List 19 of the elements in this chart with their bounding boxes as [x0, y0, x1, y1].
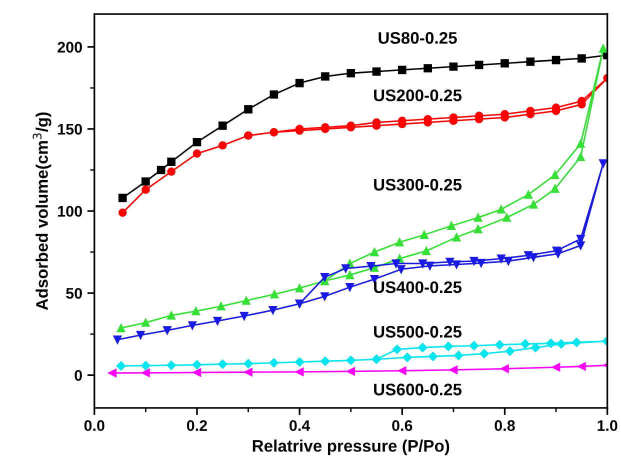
x-tick-label: 0.6 — [392, 420, 412, 431]
x-tick-label: 1.0 — [598, 420, 618, 431]
y-tick-label: 50 — [66, 288, 82, 299]
series-label: US400-0.25 — [374, 281, 462, 294]
y-tick-label: 150 — [58, 124, 82, 135]
series-label: US500-0.25 — [374, 326, 462, 338]
x-tick-label: 0.0 — [84, 420, 104, 431]
y-tick-label: 200 — [58, 42, 82, 53]
x-tick-label: 0.2 — [186, 420, 207, 431]
y-tick-label: 100 — [58, 206, 82, 217]
series-label: US600-0.25 — [374, 384, 462, 396]
series-label: US80-0.25 — [378, 32, 457, 44]
y-tick-label: 0 — [74, 370, 82, 381]
x-tick-label: 0.8 — [494, 420, 515, 431]
series-label: US200-0.25 — [374, 89, 462, 102]
y-axis-title: Adsorbed volume(cm$^{3}$/g) — [32, 112, 52, 310]
x-tick-label: 0.4 — [290, 420, 310, 431]
series-label: US300-0.25 — [374, 178, 462, 191]
x-axis-title: Relatrive pressure (P/Po) — [252, 440, 450, 456]
